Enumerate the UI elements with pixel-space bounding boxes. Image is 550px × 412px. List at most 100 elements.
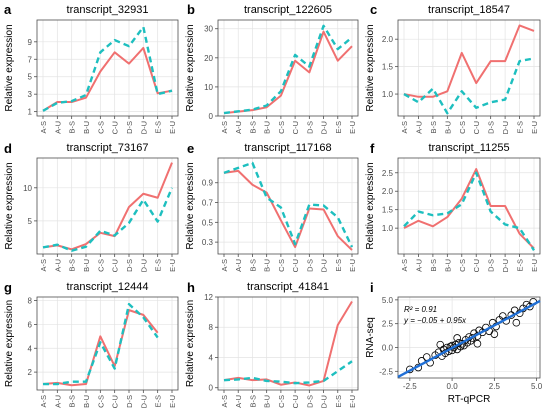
x-tick-label: D-S [305, 395, 314, 408]
x-tick-label: B-U [263, 121, 272, 134]
x-tick-label: A-U [234, 121, 243, 134]
series-line-dashed [42, 25, 173, 112]
panel-title: transcript_11255 [428, 142, 509, 154]
series-line-solid [223, 169, 353, 251]
x-tick-label: A-U [234, 259, 243, 272]
y-tick-label: 1.0 [382, 90, 394, 99]
x-tick-label: A-S [400, 121, 409, 134]
x-tick-label: D-S [487, 121, 496, 134]
x-tick-label: E-U [348, 259, 357, 272]
x-tick-label: E-U [168, 395, 177, 408]
x-tick-label: 5.0 [531, 382, 543, 391]
x-tick-label: D-S [305, 259, 314, 272]
y-tick-label: 30 [204, 25, 213, 34]
panel-letter: h [187, 280, 195, 295]
panel-h: h transcript_41841 0 4 8 12 A-S A-U B-S B-U C-S C-U… [185, 280, 359, 408]
x-tick-label: C-U [111, 259, 120, 272]
x-tick-label: A-U [53, 259, 62, 272]
series-line-solid [403, 24, 535, 98]
panel-letter: c [370, 2, 377, 17]
x-tick-label: B-U [443, 121, 452, 134]
panel-d: d transcript_73167 5 10 A-S A-U B-S B-U C-S C-U D-… [4, 141, 179, 272]
panel-b: b transcript_122605 0 10 20 30 A-S A-U B-S B-U C-S… [185, 2, 359, 134]
scatter-point [473, 339, 482, 348]
x-tick-label: C-S [458, 121, 467, 134]
y-axis-label: Relative expression [4, 300, 15, 387]
x-tick-label: A-U [414, 259, 423, 272]
x-tick-label: A-S [39, 121, 48, 134]
y-axis-label: Relative expression [4, 162, 15, 249]
x-tick-label: C-S [277, 259, 286, 272]
scatter-point [490, 330, 499, 338]
x-axis-label: RT-qPCR [448, 394, 491, 405]
y-tick-label: 2 [28, 368, 33, 377]
x-tick-label: E-S [154, 121, 163, 134]
panel-e: e transcript_117168 0.3 0.5 0.7 0.9 A-S A-U B-S B… [185, 141, 359, 272]
y-tick-label: 1.0 [382, 224, 394, 233]
y-tick-label: 2.5 [382, 169, 394, 178]
x-tick-label: E-S [516, 121, 525, 134]
x-tick-label: E-S [154, 395, 163, 408]
x-tick-label: B-U [263, 259, 272, 272]
x-tick-label: E-U [530, 259, 539, 272]
panel-title: transcript_12444 [67, 281, 149, 293]
series-line-solid [403, 168, 535, 250]
x-tick-label: B-U [263, 395, 272, 408]
y-tick-label: 0.0 [382, 344, 394, 353]
series-line-dashed [223, 360, 353, 385]
x-tick-label: D-U [139, 395, 148, 408]
y-tick-label: 20 [204, 54, 213, 63]
y-axis-label: Relative expression [365, 24, 376, 111]
x-tick-label: B-S [248, 395, 257, 408]
x-tick-label: B-U [443, 259, 452, 272]
panel-i: i R² = 0.91 y = −0.05 + 0.95x -2.5 0.0 2.5 5.0… [365, 280, 543, 405]
x-tick-label: E-U [348, 395, 357, 408]
x-tick-label: C-U [111, 121, 120, 134]
x-tick-label: A-S [220, 121, 229, 134]
panel-title: transcript_117168 [244, 142, 331, 154]
x-tick-label: D-S [125, 121, 134, 134]
x-tick-label: 2.5 [489, 382, 501, 391]
x-tick-label: D-U [139, 121, 148, 134]
panel-title: transcript_41841 [247, 281, 329, 293]
scatter-point [436, 340, 445, 349]
x-tick-label: -2.5 [403, 382, 417, 391]
scatter-point [453, 334, 461, 342]
x-tick-label: A-S [220, 259, 229, 272]
y-tick-label: 5 [28, 217, 33, 226]
x-tick-label: C-S [458, 259, 467, 272]
x-tick-label: C-S [96, 121, 105, 134]
y-tick-label: 9 [28, 38, 33, 47]
x-tick-label: B-U [82, 395, 91, 408]
series-line-dashed [403, 171, 536, 251]
panel-title: transcript_32931 [67, 4, 149, 16]
x-tick-label: D-U [139, 259, 148, 272]
x-tick-label: D-S [125, 259, 134, 272]
y-tick-label: 12 [204, 293, 213, 302]
panel-g: g transcript_12444 2 4 6 8 A-S A-U B-S B-U C-S C-U D… [4, 280, 179, 408]
panel-title: transcript_18547 [428, 4, 510, 16]
x-tick-label: B-S [68, 259, 77, 272]
x-tick-label: 0.0 [447, 382, 459, 391]
plot-frame [397, 296, 541, 379]
y-tick-label: 0.3 [202, 238, 214, 247]
x-tick-label: C-S [96, 259, 105, 272]
y-tick-label: 3 [28, 90, 33, 99]
y-tick-label: 0 [209, 112, 214, 121]
x-tick-label: C-U [111, 395, 120, 408]
x-tick-label: E-S [334, 395, 343, 408]
x-tick-label: C-U [291, 259, 300, 272]
x-tick-label: E-U [168, 121, 177, 134]
series-line-dashed [43, 302, 159, 386]
x-tick-label: A-S [220, 395, 229, 408]
x-tick-label: E-S [334, 259, 343, 272]
fit-equation-label: y = −0.05 + 0.95x [403, 316, 467, 325]
x-tick-label: C-U [472, 259, 481, 272]
x-tick-label: B-U [82, 121, 91, 134]
series-line-dashed [42, 187, 174, 252]
y-tick-label: 5 [28, 73, 33, 82]
x-tick-label: B-S [68, 395, 77, 408]
y-axis-label: Relative expression [185, 300, 196, 387]
plot-frame [397, 19, 541, 117]
panel-letter: b [187, 2, 195, 17]
